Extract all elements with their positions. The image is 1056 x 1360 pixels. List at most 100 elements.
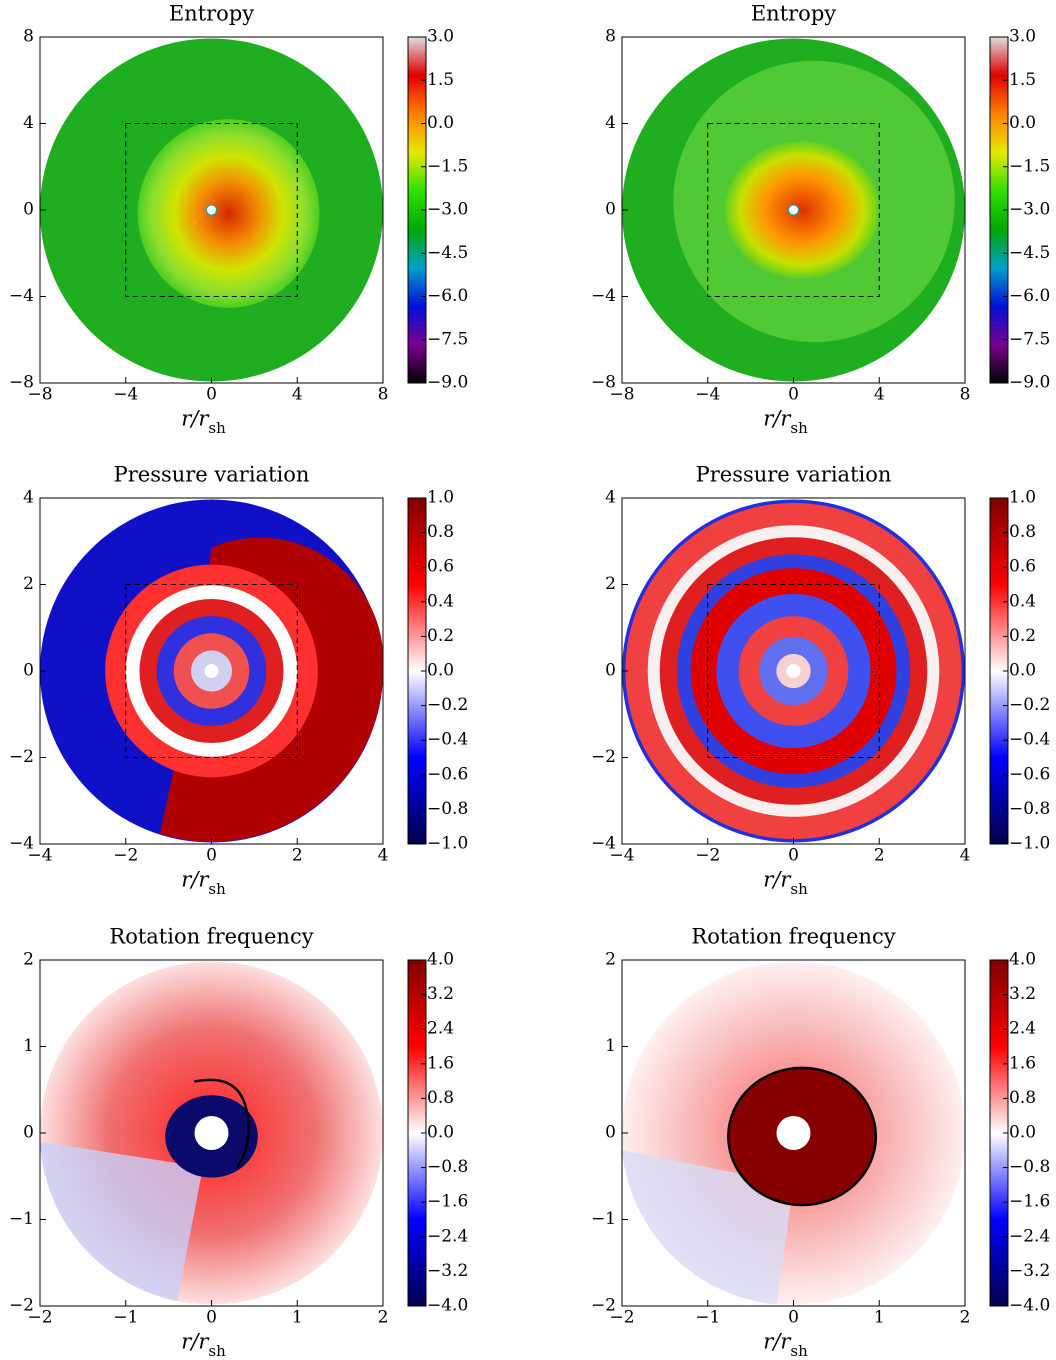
colorbar-tick-label: 0.2 — [1009, 626, 1036, 646]
colorbar-tick-label: −4.0 — [427, 1296, 468, 1316]
x-tick-label: 4 — [874, 385, 885, 405]
colorbar-tick-label: 1.5 — [427, 70, 454, 90]
colorbar-tick-label: −2.4 — [1009, 1226, 1050, 1246]
x-axis-label-subscript: sh — [790, 1342, 808, 1360]
y-tick-label: 4 — [605, 113, 616, 133]
colorbar-tick-label: 1.0 — [1009, 488, 1036, 508]
colorbar-tick-label: 0.0 — [1009, 661, 1036, 681]
zoom-box — [707, 584, 880, 758]
colorbar-tick-label: 4.0 — [1009, 950, 1036, 970]
y-tick-label: −1 — [591, 1209, 616, 1229]
colorbar-tick-label: 0.8 — [427, 1088, 454, 1108]
x-axis-label: r/rsh — [181, 407, 226, 438]
x-tick-label: 2 — [960, 1308, 971, 1328]
y-tick-label: 8 — [23, 27, 34, 47]
colorbar-tick-label: −1.6 — [427, 1192, 468, 1212]
colorbar-tick-label: −3.2 — [1009, 1261, 1050, 1281]
colorbar-tick-label: 0.4 — [1009, 591, 1036, 611]
colorbar-tick-label: −4.0 — [1009, 1296, 1050, 1316]
field-hole — [788, 204, 799, 216]
colorbar-tick-label: 0.0 — [1009, 113, 1036, 133]
colorbar-tick-label: 4.0 — [427, 950, 454, 970]
y-tick-label: 0 — [605, 661, 616, 681]
colorbar-tick-label: −1.0 — [427, 834, 468, 854]
field-hole — [194, 1116, 229, 1150]
chart-title: Pressure variation — [696, 463, 892, 487]
colorbar-tick-label: −6.0 — [1009, 286, 1050, 306]
colorbar-tick-label: −1.5 — [427, 156, 468, 176]
y-tick-label: −4 — [9, 834, 34, 854]
y-tick-label: −2 — [9, 747, 34, 767]
colorbar-tick-label: 0.8 — [1009, 1088, 1036, 1108]
x-axis-label: r/rsh — [763, 407, 808, 438]
y-tick-label: 2 — [23, 950, 34, 970]
y-tick-label: −2 — [9, 1296, 34, 1316]
x-tick-label: −1 — [695, 1308, 720, 1328]
colorbar-tick-label: 0.0 — [427, 113, 454, 133]
colorbar-tick-label: 0.0 — [427, 1123, 454, 1143]
x-axis-label-subscript: sh — [208, 419, 226, 437]
colorbar-tick-label: 0.0 — [427, 661, 454, 681]
y-tick-label: 0 — [23, 200, 34, 220]
zoom-box — [125, 123, 298, 297]
colorbar-tick-label: 0.2 — [427, 626, 454, 646]
colorbar-tick-label: −0.6 — [427, 764, 468, 784]
colorbar-tick-label: 3.0 — [427, 27, 454, 47]
y-tick-label: 1 — [605, 1036, 616, 1056]
x-tick-label: 2 — [874, 846, 885, 866]
x-axis-label: r/rsh — [763, 1330, 808, 1360]
colorbar-tick-label: −0.6 — [1009, 764, 1050, 784]
y-tick-label: −4 — [591, 286, 616, 306]
chart-title: Rotation frequency — [109, 925, 313, 949]
zoom-box — [707, 123, 880, 297]
contour — [194, 1078, 250, 1168]
field-hole — [204, 664, 219, 678]
y-tick-label: −8 — [591, 373, 616, 393]
x-axis-label: r/rsh — [181, 868, 226, 899]
colorbar-tick-label: −7.5 — [427, 329, 468, 349]
panel — [40, 38, 383, 382]
y-tick-label: −2 — [591, 1296, 616, 1316]
colorbar-tick-label: −3.2 — [427, 1261, 468, 1281]
chart-title: Entropy — [169, 2, 254, 26]
x-tick-label: 8 — [378, 385, 389, 405]
x-tick-label: 0 — [206, 846, 217, 866]
x-tick-label: 1 — [292, 1308, 303, 1328]
colorbar-tick-label: −3.0 — [1009, 200, 1050, 220]
colorbar-tick-label: −0.8 — [427, 799, 468, 819]
x-tick-label: −2 — [27, 1308, 52, 1328]
colorbar-tick-label: −6.0 — [427, 286, 468, 306]
panel — [40, 499, 384, 843]
y-tick-label: 4 — [23, 113, 34, 133]
colorbar-tick-label: −4.5 — [427, 243, 468, 263]
field — [622, 1150, 794, 1305]
colorbar-tick-label: −0.8 — [1009, 1157, 1050, 1177]
colorbar-tick-label: 2.4 — [427, 1019, 454, 1039]
y-tick-label: −2 — [591, 747, 616, 767]
colorbar-tick-label: −1.0 — [1009, 834, 1050, 854]
chart-title: Pressure variation — [114, 463, 310, 487]
x-tick-label: 8 — [960, 385, 971, 405]
colorbar-tick-label: 0.8 — [1009, 522, 1036, 542]
colorbar-tick-label: 0.0 — [1009, 1123, 1036, 1143]
x-tick-label: −2 — [113, 846, 138, 866]
y-tick-label: 0 — [605, 200, 616, 220]
x-axis-label-subscript: sh — [208, 880, 226, 898]
x-axis-label-subscript: sh — [208, 1342, 226, 1360]
field-hole — [776, 1116, 811, 1150]
colorbar-tick-label: −0.4 — [427, 730, 468, 750]
chart-title: Entropy — [751, 2, 836, 26]
y-tick-label: 8 — [605, 27, 616, 47]
colorbar-tick-label: 1.5 — [1009, 70, 1036, 90]
panel — [622, 38, 965, 382]
field-hole — [786, 664, 801, 678]
colorbar-tick-label: 3.2 — [1009, 984, 1036, 1004]
x-tick-label: −4 — [27, 846, 52, 866]
colorbar-tick-label: 0.4 — [427, 591, 454, 611]
colorbar-tick-label: 2.4 — [1009, 1019, 1036, 1039]
colorbar-tick-label: −3.0 — [427, 200, 468, 220]
colorbar-tick-label: −9.0 — [427, 373, 468, 393]
colorbar-tick-label: 3.2 — [427, 984, 454, 1004]
y-tick-label: 0 — [605, 1123, 616, 1143]
